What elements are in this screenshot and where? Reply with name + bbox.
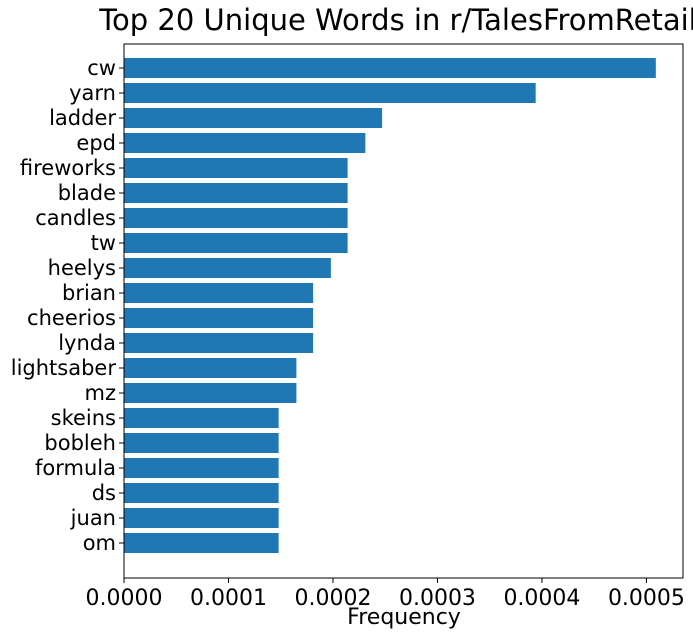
y-tick-label-epd: epd: [76, 131, 116, 155]
bar-brian: [124, 283, 314, 303]
bar-formula: [124, 458, 279, 478]
y-axis: cwyarnladderepdfireworksbladecandlestwhe…: [11, 56, 124, 555]
bar-cheerios: [124, 308, 314, 328]
y-tick-label-ladder: ladder: [49, 106, 116, 130]
x-tick-label: 0.0004: [503, 586, 580, 611]
y-tick-label-cheerios: cheerios: [27, 306, 116, 330]
y-tick-label-candles: candles: [35, 206, 116, 230]
y-tick-label-skeins: skeins: [51, 406, 116, 430]
x-tick-label: 0.0003: [399, 586, 476, 611]
y-tick-label-om: om: [83, 531, 116, 555]
y-tick-label-formula: formula: [35, 456, 116, 480]
y-tick-label-bobleh: bobleh: [44, 431, 116, 455]
bar-om: [124, 533, 279, 553]
bar-bobleh: [124, 433, 279, 453]
y-tick-label-cw: cw: [87, 56, 116, 80]
bar-fireworks: [124, 158, 348, 178]
x-axis-label: Frequency: [347, 605, 461, 630]
bar-lightsaber: [124, 358, 297, 378]
y-tick-label-heelys: heelys: [48, 256, 116, 280]
plot-frame: [123, 43, 684, 579]
bar-heelys: [124, 258, 331, 278]
bar-juan: [124, 508, 279, 528]
y-tick-label-brian: brian: [62, 281, 116, 305]
x-tick-label: 0.0000: [86, 586, 163, 611]
y-tick-label-ds: ds: [92, 481, 116, 505]
y-tick-label-lynda: lynda: [58, 331, 116, 355]
bar-candles: [124, 208, 348, 228]
bar-yarn: [124, 83, 536, 103]
chart-title: Top 20 Unique Words in r/TalesFromRetail: [98, 3, 693, 37]
y-tick-label-mz: mz: [85, 381, 116, 405]
y-tick-label-juan: juan: [70, 506, 116, 530]
bar-mz: [124, 383, 297, 403]
bar-ds: [124, 483, 279, 503]
y-tick-label-lightsaber: lightsaber: [11, 356, 117, 380]
bar-cw: [124, 58, 656, 78]
bar-tw: [124, 233, 348, 253]
bars-layer: [124, 58, 656, 553]
x-tick-label: 0.0002: [294, 586, 371, 611]
bar-skeins: [124, 408, 279, 428]
x-tick-label: 0.0001: [190, 586, 267, 611]
y-tick-label-blade: blade: [58, 181, 116, 205]
x-tick-label: 0.0005: [608, 586, 685, 611]
y-tick-label-yarn: yarn: [69, 81, 116, 105]
x-axis: 0.0000 0.0001 0.0002 0.0003 0.0004 0.0005: [86, 578, 685, 611]
bar-lynda: [124, 333, 314, 353]
bar-epd: [124, 133, 366, 153]
y-tick-label-tw: tw: [91, 231, 116, 255]
y-tick-label-fireworks: fireworks: [20, 156, 116, 180]
bar-ladder: [124, 108, 383, 128]
bar-blade: [124, 183, 348, 203]
